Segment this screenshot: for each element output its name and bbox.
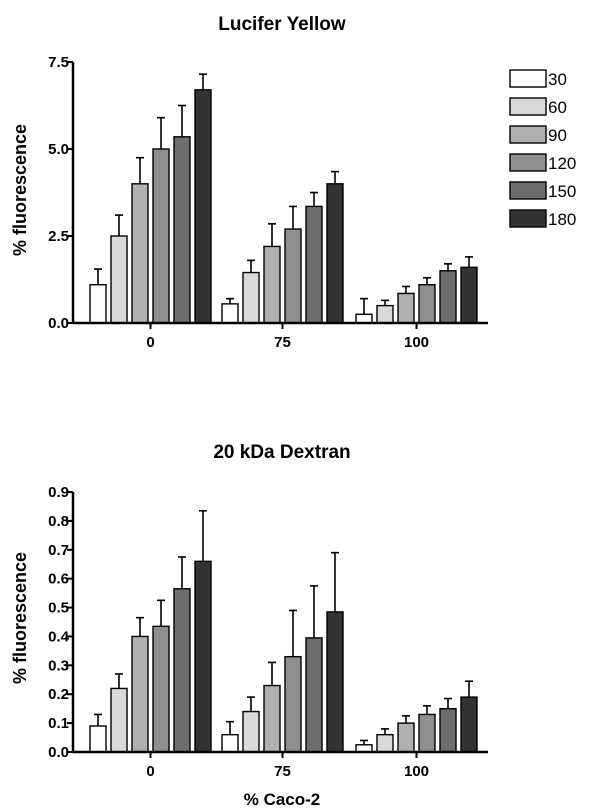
y-tick-label: 0.0 — [48, 744, 69, 761]
y-tick-label: 0.2 — [48, 686, 69, 703]
bar-group — [89, 509, 478, 753]
y-tick-label: 0.5 — [48, 600, 69, 617]
axes: 0.0 2.5 5.0 7.5 0 75 100 — [48, 54, 488, 351]
bar-150-0 — [173, 136, 191, 324]
y-tick-label: 0.9 — [48, 484, 69, 501]
y-tick-label: 0.4 — [48, 628, 70, 645]
bar-90-75 — [263, 245, 281, 324]
y-tick-label: 0.1 — [48, 715, 69, 732]
legend-label: 120 — [548, 154, 576, 173]
x-tick-label: 100 — [404, 334, 429, 351]
bar-150-0 — [173, 588, 191, 753]
x-tick-label: 0 — [146, 763, 154, 780]
bar-group — [89, 73, 478, 324]
bar-180-75 — [326, 611, 344, 753]
bar-60-75 — [242, 710, 260, 753]
legend-label: 60 — [548, 98, 567, 117]
bar-30-0 — [89, 284, 107, 324]
legend-swatch-120 — [509, 153, 547, 172]
bar-90-0 — [131, 635, 149, 753]
bar-90-75 — [263, 684, 281, 753]
bar-180-100 — [460, 266, 478, 324]
y-axis-label: % fluorescence — [10, 124, 30, 256]
legend: 30 60 90 120 150 180 — [509, 69, 576, 229]
bar-150-75 — [305, 637, 323, 753]
bar-120-100 — [418, 284, 436, 324]
x-tick-label: 0 — [146, 334, 154, 351]
bar-60-0 — [110, 235, 128, 324]
bar-120-75 — [284, 655, 302, 753]
legend-label: 30 — [548, 70, 567, 89]
bar-30-75 — [221, 733, 239, 753]
chart-title: Lucifer Yellow — [218, 14, 346, 35]
y-tick-label: 5.0 — [48, 141, 69, 158]
bar-60-0 — [110, 687, 128, 753]
bar-120-100 — [418, 713, 436, 753]
bar-90-100 — [397, 722, 415, 753]
legend-swatch-60 — [509, 97, 547, 116]
y-tick-label: 0.3 — [48, 657, 69, 674]
bar-120-0 — [152, 148, 170, 324]
x-axis-label: % Caco-2 — [244, 790, 321, 809]
y-tick-label: 7.5 — [48, 54, 69, 71]
y-axis-label: % fluorescence — [10, 552, 30, 684]
bar-90-0 — [131, 183, 149, 324]
chart-title: 20 kDa Dextran — [213, 442, 350, 463]
legend-label: 180 — [548, 210, 576, 229]
bar-180-75 — [326, 183, 344, 324]
bar-150-100 — [439, 707, 457, 753]
bar-60-100 — [376, 733, 394, 753]
bar-90-100 — [397, 292, 415, 324]
legend-label: 90 — [548, 126, 567, 145]
dextran-chart: 20 kDa Dextran % fluorescence % Caco-2 0… — [10, 442, 488, 809]
y-tick-label: 0.7 — [48, 542, 69, 559]
bar-180-0 — [194, 89, 212, 324]
legend-swatch-180 — [509, 209, 547, 228]
bar-180-100 — [460, 696, 478, 753]
bar-120-75 — [284, 228, 302, 324]
y-tick-label: 2.5 — [48, 228, 69, 245]
y-tick-label: 0.6 — [48, 571, 69, 588]
bar-120-0 — [152, 625, 170, 753]
bar-30-100 — [355, 313, 373, 324]
legend-swatch-150 — [509, 181, 547, 200]
bar-150-100 — [439, 270, 457, 324]
bar-30-0 — [89, 725, 107, 753]
y-tick-label: 0.8 — [48, 513, 69, 530]
bar-60-100 — [376, 304, 394, 324]
x-tick-label: 75 — [274, 763, 291, 780]
legend-swatch-30 — [509, 69, 547, 88]
bar-180-0 — [194, 560, 212, 753]
bar-30-75 — [221, 303, 239, 324]
legend-label: 150 — [548, 182, 576, 201]
x-tick-label: 75 — [274, 334, 291, 351]
x-tick-label: 100 — [404, 763, 429, 780]
bar-60-75 — [242, 271, 260, 324]
bar-150-75 — [305, 205, 323, 324]
lucifer-yellow-chart: Lucifer Yellow % fluorescence 0.0 2.5 5.0 7… — [10, 14, 488, 351]
axes: 0.0 0.1 0.2 0.3 0.4 0.5 0.6 0.7 0.8 0.9 0 75 100 — [48, 484, 488, 780]
legend-swatch-90 — [509, 125, 547, 144]
y-tick-label: 0.0 — [48, 315, 69, 332]
